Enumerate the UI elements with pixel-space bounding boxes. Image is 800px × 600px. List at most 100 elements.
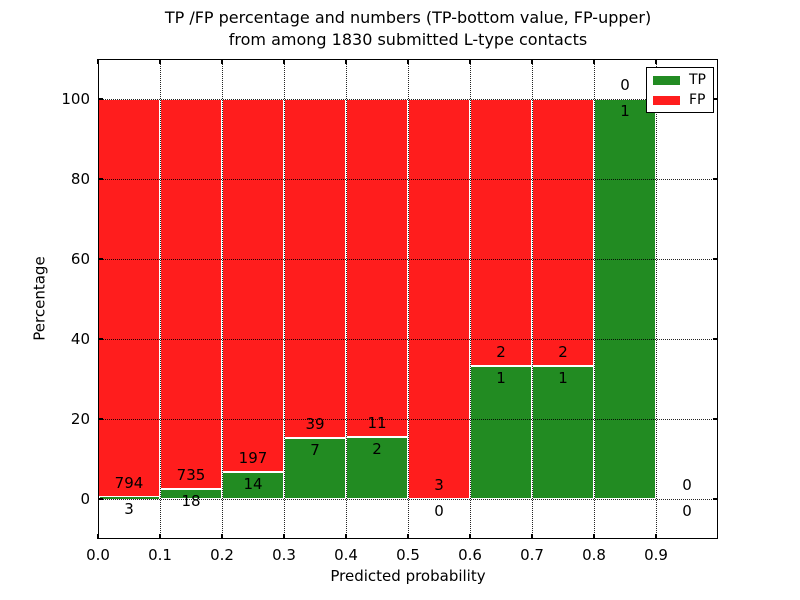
y-axis-right-tick bbox=[713, 178, 718, 180]
fp-count-label: 11 bbox=[367, 414, 387, 433]
fp-count-label: 2 bbox=[558, 342, 568, 361]
tp-bar-segment bbox=[284, 438, 346, 499]
tp-bar-segment bbox=[99, 497, 159, 499]
x-axis-top-tick bbox=[283, 59, 285, 64]
h-gridline bbox=[98, 419, 718, 420]
x-axis-tick bbox=[159, 534, 161, 539]
x-axis-label: Predicted probability bbox=[330, 567, 486, 585]
x-tick-label: 0.3 bbox=[272, 546, 296, 564]
x-axis-top-tick bbox=[655, 59, 657, 64]
x-axis-top-tick bbox=[97, 59, 99, 64]
x-tick-label: 0.1 bbox=[148, 546, 172, 564]
x-axis-tick bbox=[407, 534, 409, 539]
fp-bar-segment bbox=[532, 99, 594, 366]
x-axis-tick bbox=[283, 534, 285, 539]
tp-count-label: 0 bbox=[434, 502, 444, 520]
x-axis-top-tick bbox=[159, 59, 161, 64]
fp-count-label: 197 bbox=[238, 449, 268, 468]
y-tick-label: 80 bbox=[70, 170, 90, 188]
v-gridline bbox=[532, 59, 533, 539]
tp-count-label: 1 bbox=[558, 368, 568, 387]
y-axis-tick bbox=[98, 498, 103, 500]
x-axis-tick bbox=[531, 534, 533, 539]
plot-area: 794 3 735 18 197 14 39 7 11 2 3 0 2 1 2 1 0 1 0 0 bbox=[97, 59, 718, 539]
y-tick-label: 40 bbox=[70, 330, 90, 348]
fp-count-label: 0 bbox=[620, 76, 630, 94]
x-axis-top-tick bbox=[531, 59, 533, 64]
x-axis-tick bbox=[221, 534, 223, 539]
fp-bar-segment bbox=[284, 99, 346, 439]
tp-legend-label: TP bbox=[689, 72, 706, 88]
fp-legend-label: FP bbox=[689, 92, 706, 108]
y-axis-right-tick bbox=[713, 98, 718, 100]
v-gridline bbox=[284, 59, 285, 539]
x-tick-label: 0.6 bbox=[458, 546, 482, 564]
fp-bar-segment bbox=[98, 99, 160, 498]
h-gridline bbox=[98, 179, 718, 180]
fp-bar-segment bbox=[346, 99, 408, 438]
y-axis-tick bbox=[98, 258, 103, 260]
tp-count-label: 18 bbox=[181, 492, 201, 511]
h-gridline bbox=[98, 259, 718, 260]
x-axis-tick bbox=[345, 534, 347, 539]
y-axis-tick bbox=[98, 418, 103, 420]
y-tick-label: 0 bbox=[80, 490, 90, 508]
v-gridline bbox=[222, 59, 223, 539]
tp-bar-segment bbox=[594, 99, 656, 499]
x-tick-label: 0.7 bbox=[520, 546, 544, 564]
fp-bar-segment bbox=[160, 99, 222, 490]
v-gridline bbox=[594, 59, 595, 539]
y-axis-right-tick bbox=[713, 258, 718, 260]
x-tick-label: 0.2 bbox=[210, 546, 234, 564]
x-axis-tick bbox=[655, 534, 657, 539]
v-gridline bbox=[160, 59, 161, 539]
y-axis-right-tick bbox=[713, 338, 718, 340]
h-gridline bbox=[98, 339, 718, 340]
y-tick-label: 60 bbox=[70, 250, 90, 268]
y-axis-tick bbox=[98, 338, 103, 340]
tp-bar-segment bbox=[222, 472, 284, 499]
fp-count-label: 2 bbox=[496, 342, 506, 361]
fp-bar-segment bbox=[470, 99, 532, 366]
tp-count-label: 14 bbox=[243, 475, 263, 494]
y-axis-tick bbox=[98, 98, 103, 100]
fp-count-label: 735 bbox=[176, 466, 206, 485]
x-tick-label: 0.9 bbox=[644, 546, 668, 564]
x-axis-top-tick bbox=[345, 59, 347, 64]
tp-count-label: 2 bbox=[372, 440, 382, 459]
legend-item-tp: TP bbox=[647, 73, 713, 87]
fp-bar-segment bbox=[222, 99, 284, 473]
x-axis-top-tick bbox=[593, 59, 595, 64]
v-gridline bbox=[346, 59, 347, 539]
x-axis-top-tick bbox=[407, 59, 409, 64]
y-axis-right-tick bbox=[713, 418, 718, 420]
tp-count-label: 7 bbox=[310, 441, 320, 460]
h-gridline bbox=[98, 99, 718, 100]
tp-count-label: 3 bbox=[124, 500, 134, 519]
x-tick-label: 0.4 bbox=[334, 546, 358, 564]
tp-count-label: 0 bbox=[682, 502, 692, 520]
tp-count-label: 1 bbox=[620, 102, 630, 120]
x-axis-top-tick bbox=[221, 59, 223, 64]
h-gridline bbox=[98, 499, 718, 500]
tp-count-label: 1 bbox=[496, 368, 506, 387]
tp-bar-segment bbox=[346, 437, 408, 499]
x-axis-tick bbox=[97, 534, 99, 539]
fp-count-label: 794 bbox=[114, 474, 144, 493]
tp-legend-swatch bbox=[653, 75, 680, 85]
x-axis-tick bbox=[469, 534, 471, 539]
chart-title: TP /FP percentage and numbers (TP-bottom… bbox=[90, 7, 726, 51]
x-axis-tick bbox=[593, 534, 595, 539]
legend: TP FP bbox=[646, 67, 714, 113]
y-axis-label: Percentage bbox=[30, 256, 49, 341]
chart-title-line1: TP /FP percentage and numbers (TP-bottom… bbox=[164, 8, 652, 27]
y-axis-tick bbox=[98, 178, 103, 180]
fp-count-label: 39 bbox=[305, 415, 325, 434]
y-tick-label: 20 bbox=[70, 410, 90, 428]
y-tick-label: 100 bbox=[61, 90, 90, 108]
x-tick-label: 0.0 bbox=[86, 546, 110, 564]
v-gridline bbox=[470, 59, 471, 539]
fp-legend-swatch bbox=[653, 95, 680, 105]
x-tick-label: 0.5 bbox=[396, 546, 420, 564]
